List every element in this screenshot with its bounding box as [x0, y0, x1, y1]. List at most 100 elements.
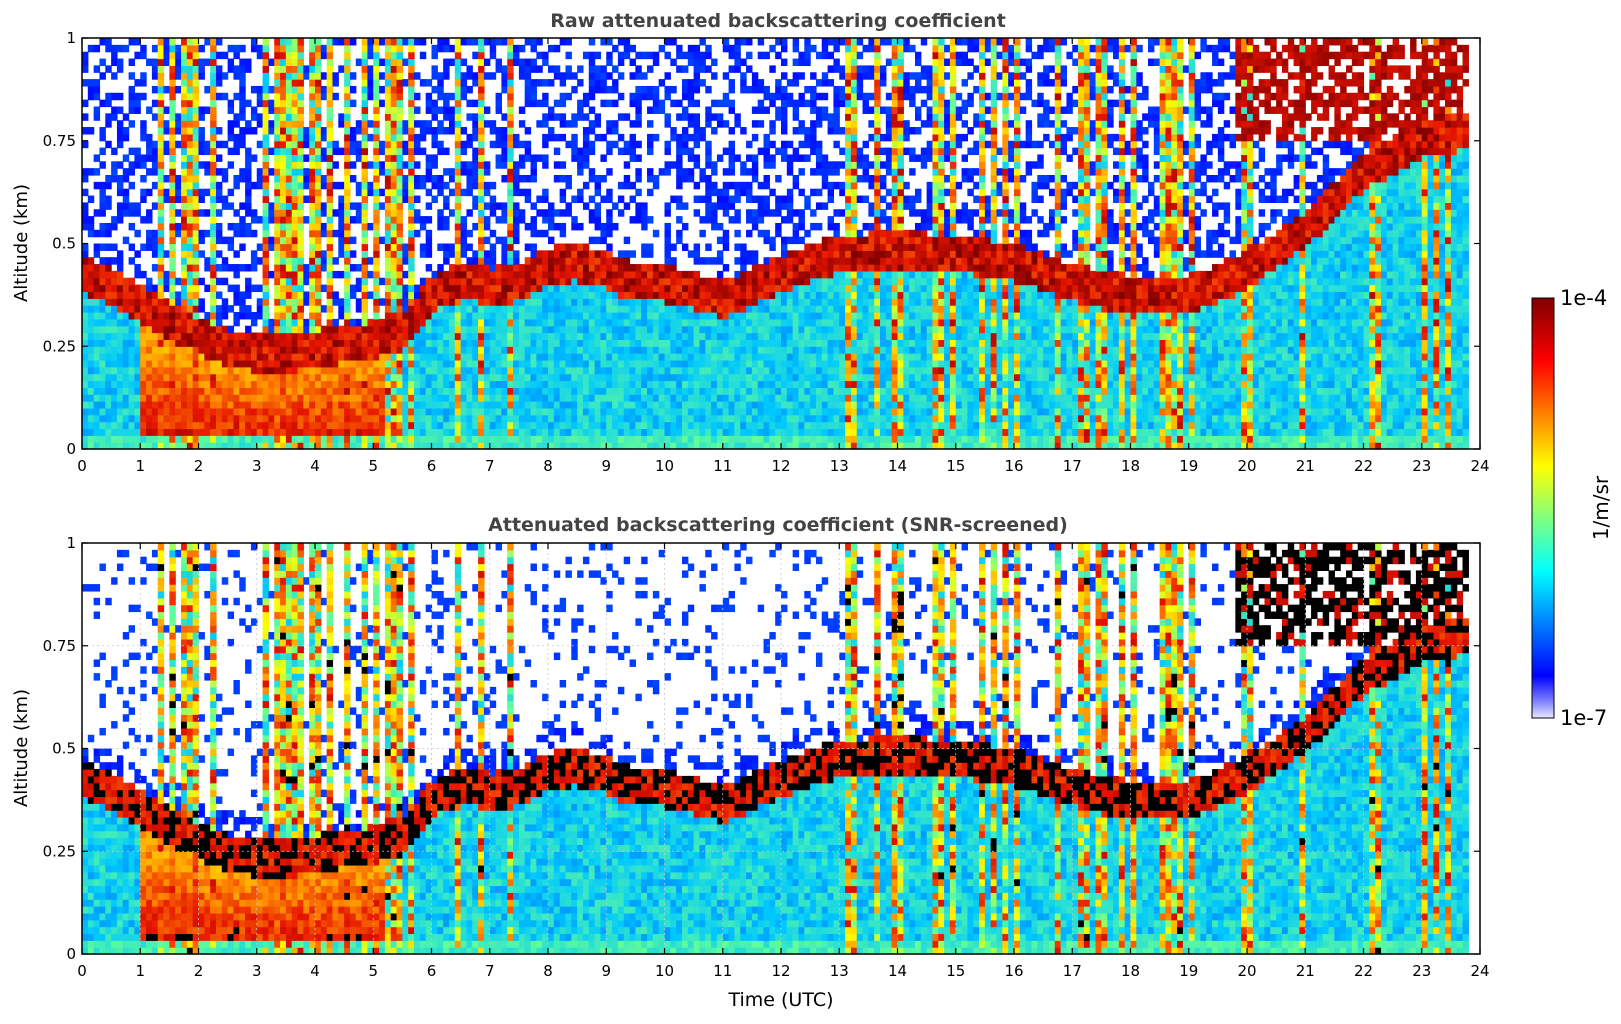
- heatmap-cell: [647, 373, 654, 382]
- heatmap-cell: [105, 387, 112, 395]
- heatmap-cell: [647, 346, 654, 354]
- heatmap-cell: [606, 99, 613, 108]
- heatmap-cell: [507, 325, 514, 334]
- heatmap-cell: [349, 325, 357, 334]
- heatmap-cell: [431, 428, 438, 436]
- heatmap-cell: [513, 353, 520, 361]
- heatmap-cell: [111, 442, 118, 450]
- heatmap-cell: [268, 216, 275, 224]
- heatmap-cell: [169, 373, 176, 382]
- heatmap-cell: [641, 414, 648, 423]
- heatmap-cell: [245, 277, 252, 286]
- heatmap-cell: [431, 277, 438, 286]
- heatmap-cell: [489, 366, 497, 375]
- heatmap-cell: [559, 120, 567, 128]
- heatmap-cell: [507, 99, 514, 108]
- heatmap-cell: [396, 305, 403, 313]
- heatmap-cell: [658, 312, 666, 320]
- heatmap-cell: [629, 373, 636, 382]
- heatmap-cell: [629, 291, 636, 299]
- heatmap-cell: [524, 305, 532, 313]
- heatmap-cell: [594, 133, 602, 142]
- heatmap-cell: [466, 387, 473, 395]
- heatmap-cell: [431, 291, 438, 299]
- heatmap-cell: [82, 380, 89, 388]
- heatmap-cell: [320, 284, 328, 293]
- heatmap-cell: [116, 44, 124, 53]
- heatmap-cell: [559, 250, 567, 258]
- heatmap-cell: [658, 44, 666, 53]
- heatmap-cell: [390, 236, 398, 245]
- heatmap-cell: [437, 181, 444, 190]
- heatmap-cell: [320, 305, 328, 313]
- heatmap-cell: [204, 147, 211, 156]
- heatmap-cell: [361, 168, 369, 176]
- heatmap-cell: [588, 127, 596, 135]
- heatmap-cell: [524, 284, 532, 293]
- heatmap-cell: [215, 325, 223, 334]
- heatmap-cell: [233, 270, 240, 279]
- heatmap-cell: [315, 175, 322, 183]
- heatmap-cell: [670, 414, 677, 423]
- heatmap-cell: [175, 373, 182, 382]
- heatmap-cell: [315, 359, 322, 368]
- heatmap-cell: [297, 284, 304, 293]
- heatmap-cell: [478, 401, 485, 409]
- heatmap-cell: [408, 387, 415, 395]
- heatmap-cell: [501, 346, 508, 354]
- heatmap-cell: [594, 401, 602, 409]
- heatmap-cell: [524, 380, 532, 388]
- heatmap-cell: [711, 127, 718, 135]
- heatmap-cell: [163, 332, 170, 340]
- heatmap-cell: [181, 140, 188, 149]
- heatmap-cell: [309, 127, 316, 135]
- heatmap-cell: [466, 243, 473, 251]
- heatmap-cell: [309, 44, 316, 53]
- heatmap-cell: [239, 435, 246, 443]
- heatmap-cell: [658, 359, 666, 368]
- heatmap-cell: [588, 305, 596, 313]
- heatmap-cell: [664, 291, 671, 299]
- heatmap-cell: [192, 113, 200, 121]
- heatmap-cell: [635, 325, 642, 334]
- heatmap-cell: [99, 257, 106, 265]
- heatmap-cell: [163, 359, 170, 368]
- heatmap-cell: [664, 92, 671, 101]
- heatmap-cell: [507, 188, 514, 197]
- heatmap-cell: [396, 435, 403, 443]
- heatmap-cell: [332, 38, 339, 46]
- heatmap-cell: [87, 127, 95, 135]
- heatmap-cell: [571, 154, 578, 162]
- heatmap-cell: [361, 85, 369, 94]
- heatmap-cell: [676, 236, 683, 245]
- heatmap-cell: [670, 359, 677, 368]
- heatmap-cell: [297, 353, 304, 361]
- heatmap-cell: [699, 359, 706, 368]
- heatmap-cell: [186, 305, 194, 313]
- heatmap-cell: [128, 414, 136, 423]
- heatmap-cell: [460, 72, 468, 80]
- heatmap-cell: [192, 195, 200, 203]
- heatmap-cell: [670, 394, 677, 402]
- heatmap-cell: [431, 421, 438, 430]
- heatmap-cell: [699, 435, 706, 443]
- heatmap-cell: [82, 318, 89, 327]
- heatmap-cell: [384, 435, 392, 443]
- heatmap-cell: [291, 79, 299, 87]
- heatmap-cell: [99, 428, 106, 436]
- heatmap-cell: [396, 216, 403, 224]
- heatmap-cell: [722, 236, 730, 245]
- heatmap-cell: [524, 85, 532, 94]
- heatmap-cell: [396, 401, 403, 409]
- heatmap-cell: [181, 175, 188, 183]
- heatmap-cell: [93, 325, 101, 334]
- heatmap-cell: [443, 325, 450, 334]
- heatmap-cell: [408, 243, 415, 251]
- heatmap-cell: [349, 140, 357, 149]
- heatmap-cell: [507, 154, 514, 162]
- heatmap-cell: [245, 380, 252, 388]
- heatmap-cell: [402, 353, 409, 361]
- heatmap-cell: [478, 243, 485, 251]
- heatmap-cell: [116, 264, 124, 272]
- heatmap-cell: [239, 72, 246, 80]
